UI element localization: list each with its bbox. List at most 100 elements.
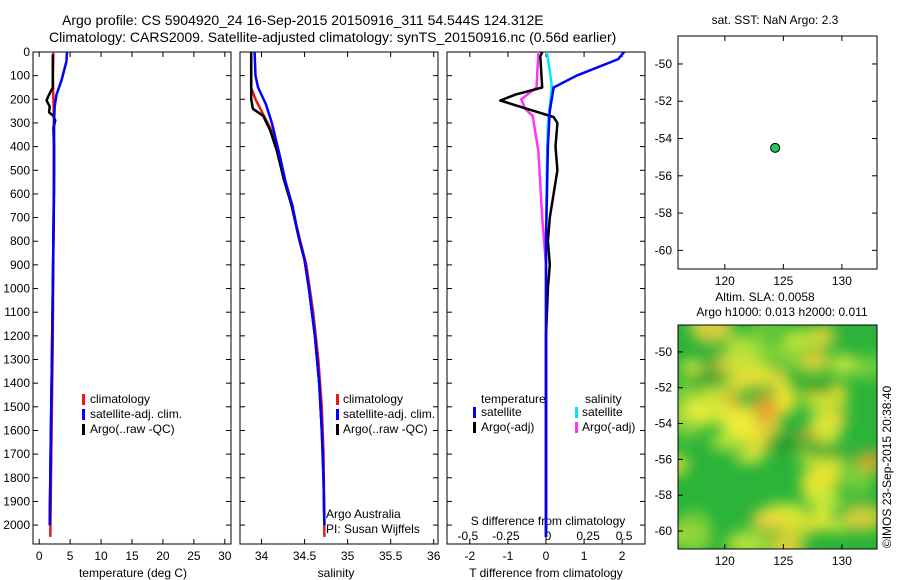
y-tick-label: -54 bbox=[655, 417, 673, 431]
x-tick-label: 120 bbox=[715, 554, 735, 568]
x-tick-label: -1 bbox=[503, 549, 514, 563]
x-tick-label: 34 bbox=[255, 549, 269, 563]
sla-heatmap bbox=[677, 324, 878, 550]
y-tick-label: -60 bbox=[655, 243, 673, 257]
legend-climatology: climatology bbox=[343, 392, 403, 406]
legend-climatology: climatology bbox=[90, 392, 150, 406]
y-tick-label: -56 bbox=[655, 452, 673, 466]
s-tick-label: 0 bbox=[545, 529, 552, 543]
x-tick-label: -2 bbox=[465, 549, 476, 563]
series-line-satellite-adj--clim- bbox=[48, 51, 69, 526]
sla-texture-blob bbox=[744, 432, 772, 446]
series-line-argo--adj- bbox=[520, 51, 548, 537]
sla-texture-blob bbox=[748, 392, 783, 427]
s-tick-label: 0.25 bbox=[576, 529, 600, 543]
legend-title-temperature: temperature bbox=[481, 392, 546, 406]
sla-texture-blob bbox=[678, 360, 705, 374]
y-tick-label: 500 bbox=[10, 163, 30, 177]
legend-t-satellite: satellite bbox=[481, 405, 522, 419]
y-tick-label: -56 bbox=[655, 169, 673, 183]
legend-satellite: satellite-adj. clim. bbox=[343, 407, 435, 421]
sla-title-line-2: Argo h1000: 0.013 h2000: 0.011 bbox=[696, 305, 868, 319]
series-line-satellite bbox=[544, 51, 626, 537]
x-tick-label: 125 bbox=[773, 554, 793, 568]
sla-texture-blob bbox=[689, 325, 733, 344]
sla-texture-blob bbox=[734, 449, 765, 464]
y-tick-label: 300 bbox=[10, 116, 30, 130]
x-tick-label: 120 bbox=[715, 274, 735, 288]
legend-title-salinity: salinity bbox=[585, 392, 622, 406]
sla-texture-blob bbox=[678, 380, 705, 395]
difference-legend: temperature salinity satellite Argo(-adj… bbox=[473, 392, 635, 434]
position-panel-frame bbox=[677, 35, 878, 270]
y-tick-label: 1000 bbox=[3, 282, 30, 296]
y-tick-label: 1600 bbox=[3, 423, 30, 437]
y-tick-label: 2000 bbox=[3, 518, 30, 532]
sla-texture-blob bbox=[765, 432, 801, 454]
x-tick-label: 130 bbox=[832, 274, 852, 288]
y-tick-label: 600 bbox=[10, 187, 30, 201]
legend-argo: Argo(..raw -QC) bbox=[90, 422, 175, 436]
pi-name-note: PI: Susan Wijffels bbox=[326, 522, 420, 536]
y-tick-label: -50 bbox=[655, 345, 673, 359]
sla-texture-blob bbox=[828, 408, 848, 426]
y-tick-label: 1200 bbox=[3, 329, 30, 343]
sla-texture-blob bbox=[725, 530, 769, 549]
temperature-axis-label: temperature (deg C) bbox=[79, 566, 187, 580]
sla-texture-blob bbox=[678, 416, 699, 441]
x-tick-label: 34.5 bbox=[293, 549, 317, 563]
sla-texture-blob bbox=[768, 530, 805, 549]
sla-texture-blob bbox=[752, 511, 783, 526]
s-tick-label: -0.25 bbox=[492, 529, 520, 543]
y-tick-label: 1700 bbox=[3, 447, 30, 461]
legend-t-argo: Argo(-adj) bbox=[481, 420, 534, 434]
x-tick-label: 0 bbox=[543, 549, 550, 563]
y-tick-label: 900 bbox=[10, 258, 30, 272]
y-tick-label: -58 bbox=[655, 206, 673, 220]
series-line-climatology bbox=[249, 52, 326, 537]
sla-texture-blob bbox=[829, 353, 857, 376]
figure-title-line-2: Climatology: CARS2009. Satellite-adjuste… bbox=[49, 29, 617, 45]
sla-title-line-1: Altim. SLA: 0.0058 bbox=[715, 290, 815, 304]
sla-texture-blob bbox=[720, 404, 758, 440]
x-tick-label: 10 bbox=[94, 549, 108, 563]
temperature-panel-frame bbox=[32, 51, 232, 545]
sla-texture-blob bbox=[678, 529, 710, 549]
sla-texture-blob bbox=[856, 451, 877, 472]
y-tick-label: 1800 bbox=[3, 471, 30, 485]
legend-s-argo: Argo(-adj) bbox=[582, 420, 635, 434]
x-tick-label: 1 bbox=[581, 549, 588, 563]
y-tick-label: -60 bbox=[655, 524, 673, 538]
salinity-axis-label: salinity bbox=[318, 566, 355, 580]
y-tick-label: 800 bbox=[10, 234, 30, 248]
sla-texture-blob bbox=[734, 373, 759, 388]
y-tick-label: 0 bbox=[23, 45, 30, 59]
position-panel-title: sat. SST: NaN Argo: 2.3 bbox=[712, 13, 839, 27]
series-line-argo---raw--qc- bbox=[249, 52, 326, 526]
legend-argo: Argo(..raw -QC) bbox=[343, 422, 428, 436]
y-tick-label: 400 bbox=[10, 140, 30, 154]
x-tick-label: 35.5 bbox=[379, 549, 403, 563]
sla-texture-blob bbox=[853, 354, 877, 380]
x-tick-label: 125 bbox=[773, 274, 793, 288]
sla-panel-frame bbox=[677, 324, 878, 550]
sla-texture-blob bbox=[774, 378, 792, 414]
y-tick-label: 200 bbox=[10, 92, 30, 106]
x-tick-label: 15 bbox=[125, 549, 139, 563]
y-tick-label: 1400 bbox=[3, 376, 30, 390]
series-line-satellite-adj--clim- bbox=[253, 51, 326, 526]
temperature-legend: climatology satellite-adj. clim. Argo(..… bbox=[82, 392, 182, 436]
y-tick-label: 1500 bbox=[3, 400, 30, 414]
figure-title-line-1: Argo profile: CS 5904920_24 16-Sep-2015 … bbox=[62, 12, 544, 28]
x-tick-label: 2 bbox=[619, 549, 626, 563]
sla-texture-blob bbox=[842, 504, 877, 532]
x-tick-label: 30 bbox=[218, 549, 232, 563]
sla-texture-blob bbox=[804, 446, 851, 459]
y-tick-label: 1100 bbox=[4, 305, 30, 319]
y-tick-label: -54 bbox=[655, 132, 673, 146]
y-tick-label: -58 bbox=[655, 488, 673, 502]
legend-s-satellite: satellite bbox=[582, 405, 623, 419]
x-tick-label: 35 bbox=[341, 549, 355, 563]
sla-texture-blob bbox=[719, 347, 765, 375]
